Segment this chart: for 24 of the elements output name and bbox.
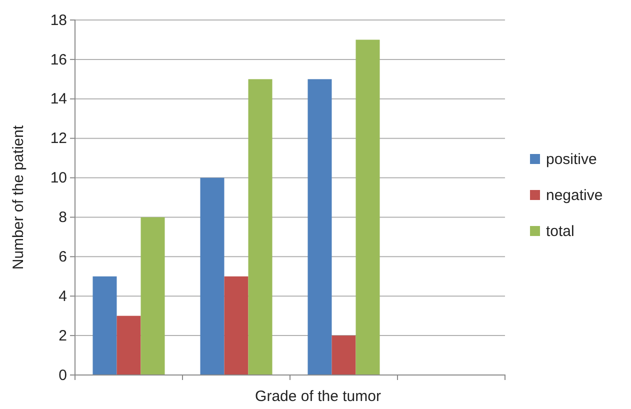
y-tick-label: 2 — [58, 327, 67, 344]
y-tick-label: 4 — [58, 288, 67, 305]
bar — [92, 276, 117, 375]
y-tick-label: 10 — [50, 170, 67, 187]
x-axis-title: Grade of the tumor — [255, 388, 381, 405]
legend-label: positive — [546, 151, 597, 168]
y-axis-title: Number of the patient — [10, 124, 27, 270]
bar — [332, 336, 356, 375]
bar — [116, 316, 141, 375]
bar — [356, 40, 380, 375]
bar — [224, 276, 248, 375]
y-tick-label: 16 — [50, 51, 67, 68]
y-tick-label: 18 — [50, 12, 67, 29]
y-tick-label: 6 — [58, 248, 67, 266]
y-tick-label: 14 — [50, 90, 67, 108]
y-tick-label: 0 — [58, 366, 67, 384]
bar — [308, 79, 332, 375]
legend-label: total — [546, 223, 574, 240]
legend-label: negative — [546, 187, 603, 204]
y-tick-label: 12 — [50, 130, 67, 148]
bar — [200, 178, 224, 375]
bar — [140, 217, 165, 375]
y-tick-label: 8 — [58, 209, 67, 226]
bar — [248, 79, 272, 375]
